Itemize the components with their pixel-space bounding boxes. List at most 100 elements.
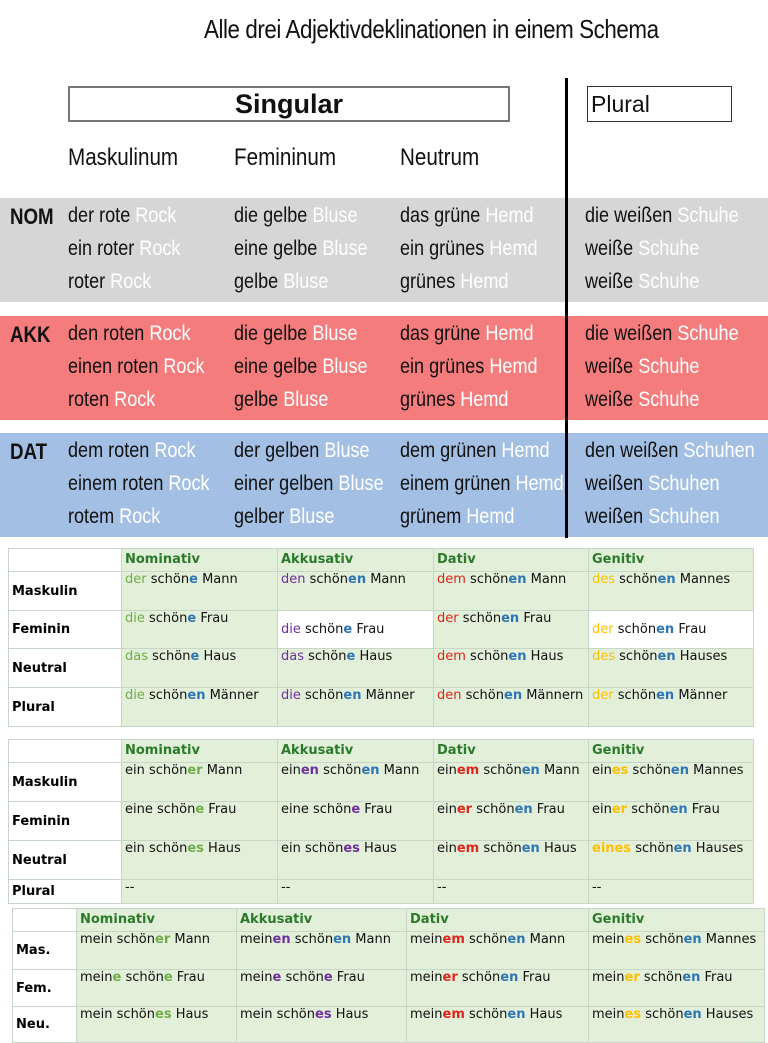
text-segment: en xyxy=(521,841,540,857)
declension-cell: meinem schönen Haus xyxy=(406,1006,589,1043)
column-header: Akkusativ xyxy=(277,548,434,572)
text-segment: en xyxy=(514,802,533,818)
schema-cell: der rote Rock xyxy=(68,199,176,232)
declension-cell: des schönen Mannes xyxy=(588,571,754,611)
declension-cell: dem schönen Haus xyxy=(433,648,589,688)
case-label: NOM xyxy=(10,204,54,229)
row-header: Fem. xyxy=(12,969,77,1007)
text-segment: er xyxy=(624,970,640,986)
schema-cell: das grüne Hemd xyxy=(400,317,534,350)
schema-cell: weiße Schuhe xyxy=(585,350,699,383)
text-segment: schön xyxy=(472,802,515,818)
text-segment: en xyxy=(507,932,526,948)
declension-cell: den schönen Männern xyxy=(433,687,589,727)
schema-cell: grünem Hemd xyxy=(400,500,514,533)
article-adjective: grünem xyxy=(400,505,467,528)
text-segment: schön xyxy=(465,572,509,588)
table-row: Mas. mein schöner Mann meinen schönen Mann… xyxy=(12,931,765,970)
text-segment: eines xyxy=(592,841,632,857)
article-adjective: die weißen xyxy=(585,204,678,227)
row-header: Plural xyxy=(8,687,122,727)
text-segment: schön xyxy=(144,688,188,704)
column-header: Akkusativ xyxy=(277,739,434,763)
text-segment: schön xyxy=(479,841,522,857)
text-segment: Haus xyxy=(359,841,397,857)
table-row: Plural die schönen Männer die schönen Männ… xyxy=(8,687,754,727)
declension-cell: mein schönes Haus xyxy=(236,1006,407,1043)
text-segment: Mann xyxy=(379,763,420,779)
gender-feminine: Femininum xyxy=(234,144,337,171)
text-segment: Frau xyxy=(352,622,385,637)
noun: Hemd xyxy=(489,237,538,260)
text-segment: e xyxy=(272,970,282,986)
column-header: Nominativ xyxy=(76,908,237,932)
schema-cell: eine gelbe Bluse xyxy=(234,350,368,383)
schema-cell: ein grünes Hemd xyxy=(400,350,538,383)
noun: Rock xyxy=(135,204,177,227)
table-row: Feminin die schöne Frau die schöne Frau der… xyxy=(8,610,754,649)
row-header: Maskulin xyxy=(8,762,122,802)
column-header xyxy=(8,548,122,572)
text-segment: mein schön xyxy=(80,932,155,948)
schema-cell: die weißen Schuhe xyxy=(585,199,739,232)
schema-cell: roter Rock xyxy=(68,265,151,298)
text-segment: e xyxy=(112,970,122,986)
text-segment: es xyxy=(624,932,642,948)
article-adjective: einen roten xyxy=(68,355,164,378)
table-header-row: Nominativ Akkusativ Dativ Genitiv xyxy=(12,908,765,932)
declension-cell: meiner schönen Frau xyxy=(406,969,589,1007)
text-segment: schön xyxy=(627,802,670,818)
declension-cell: der schöne Mann xyxy=(121,571,278,611)
article-adjective: das grüne xyxy=(400,204,486,227)
declension-cell: mein schönes Haus xyxy=(76,1006,237,1043)
article-adjective: einem roten xyxy=(68,472,169,495)
text-segment: en xyxy=(361,763,380,779)
text-segment: e xyxy=(189,572,198,588)
text-segment: e xyxy=(187,611,197,627)
plural-header: Plural xyxy=(587,86,732,122)
noun: Rock xyxy=(168,472,210,495)
row-header: Feminin xyxy=(8,610,122,649)
case-band-nom: NOM der rote Rock die gelbe Bluse das grüne… xyxy=(0,198,768,302)
text-segment: es xyxy=(611,763,629,779)
article-adjective: dem grünen xyxy=(400,439,502,462)
article-adjective: einem grünen xyxy=(400,472,516,495)
declension-cell: meine schöne Frau xyxy=(76,969,237,1007)
schema-cell: einem grünen Hemd xyxy=(400,467,564,500)
text-segment: das xyxy=(281,649,304,665)
text-segment: em xyxy=(442,1007,465,1023)
text-segment: Mann xyxy=(202,763,243,779)
text-segment: schön xyxy=(464,1007,508,1023)
text-segment: es xyxy=(624,1007,642,1023)
noun: Schuhe xyxy=(677,322,739,345)
article-adjective: die weißen xyxy=(585,322,678,345)
declension-cell: meinen schönen Mann xyxy=(236,931,407,970)
table-row: Feminin eine schöne Frau eine schöne Frau e… xyxy=(8,801,754,841)
text-segment: en xyxy=(682,970,701,986)
text-segment: e xyxy=(346,649,356,665)
text-segment: Mann xyxy=(170,932,211,948)
table-row: Maskulin ein schöner Mann einen schönen Ma… xyxy=(8,762,754,802)
text-segment: dem xyxy=(437,649,466,665)
text-segment: en xyxy=(333,932,352,948)
declension-cell: das schöne Haus xyxy=(277,648,434,688)
noun: Bluse xyxy=(283,388,329,411)
text-segment: dem xyxy=(437,572,466,588)
text-segment: schön xyxy=(457,970,501,986)
text-segment: Haus xyxy=(539,841,577,857)
declension-cell: einem schönen Mann xyxy=(433,762,589,802)
text-segment: er xyxy=(155,932,171,948)
text-segment: mein xyxy=(410,970,443,986)
text-segment: Haus xyxy=(525,1007,563,1023)
row-header: Plural xyxy=(8,879,122,904)
text-segment: -- xyxy=(125,880,135,896)
text-segment: der xyxy=(437,611,459,627)
text-segment: eine schön xyxy=(125,802,196,818)
declension-cell: meines schönen Hauses xyxy=(588,1006,765,1043)
text-segment: eine schön xyxy=(281,802,352,818)
declension-cell: -- xyxy=(277,879,434,904)
text-segment: des xyxy=(592,649,616,665)
text-segment: ein xyxy=(437,802,457,818)
text-segment: schön xyxy=(318,763,362,779)
text-segment: schön xyxy=(305,572,348,588)
